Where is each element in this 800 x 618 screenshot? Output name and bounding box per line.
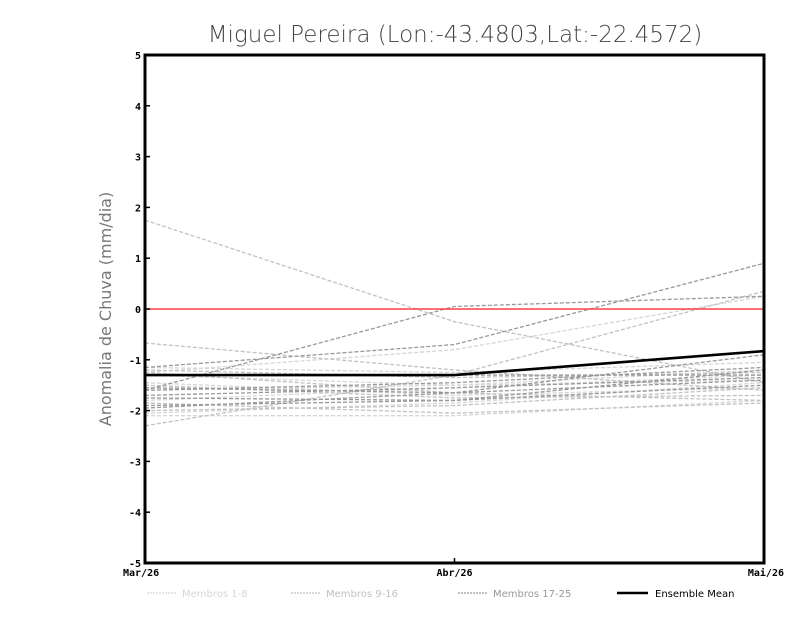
member-line-3-2 (144, 295, 765, 391)
member-line-1-3 (145, 399, 765, 417)
series-layer (144, 219, 765, 427)
member-line-3-1 (144, 262, 765, 369)
x-tick-label: Mai/26 (748, 567, 784, 579)
member-line-1-1 (144, 295, 765, 374)
member-line-2-6 (144, 369, 765, 379)
member-line-2-8 (144, 402, 765, 414)
member-line-1-4 (144, 374, 765, 386)
y-tick-label: 2 (135, 203, 141, 214)
x-tick-label: Abr/26 (436, 568, 472, 579)
y-tick-label: -5 (129, 559, 141, 570)
legend-label-group-3: Membros 17-25 (493, 589, 571, 600)
y-tick-label: 4 (135, 102, 141, 113)
member-line-2-1 (144, 219, 765, 384)
y-tick-label: -1 (129, 356, 141, 367)
y-tick-label: 5 (135, 51, 141, 62)
member-line-2-2 (144, 342, 765, 391)
member-line-3-6 (144, 366, 765, 391)
axis-ticks: -5 -4 -3 -2 -1 0 1 2 3 4 5 Mar/26 Abr/26 Mai/26 (123, 51, 784, 579)
y-tick-label: -2 (129, 407, 141, 418)
ensemble-mean-line (145, 349, 765, 377)
member-line-2-4 (144, 371, 765, 402)
legend-label-group-2: Membros 9-16 (326, 589, 398, 600)
legend: Membros 1-8 Membros 9-16 Membros 17-25 Ense… (147, 589, 734, 600)
chart-title: Miguel Pereira (Lon:-43.4803,Lat:-22.457… (208, 22, 703, 48)
member-line-3-9 (144, 376, 765, 397)
y-tick-label: 0 (135, 305, 141, 316)
member-line-1-7 (144, 382, 765, 414)
y-tick-label: -4 (129, 508, 141, 519)
x-tick-label: Mar/26 (123, 568, 159, 579)
member-line-3-5 (144, 354, 765, 409)
member-line-2-5 (144, 387, 765, 412)
member-line-1-8 (144, 361, 765, 374)
y-axis-label: Anomalia de Chuva (mm/dia) (96, 192, 115, 426)
y-tick-label: 1 (135, 254, 141, 265)
legend-label-ensemble-mean: Ensemble Mean (655, 589, 734, 600)
member-line-3-7 (144, 384, 765, 407)
y-tick-label: -3 (129, 457, 141, 468)
legend-label-group-1: Membros 1-8 (182, 589, 248, 600)
y-tick-label: 3 (135, 153, 141, 164)
